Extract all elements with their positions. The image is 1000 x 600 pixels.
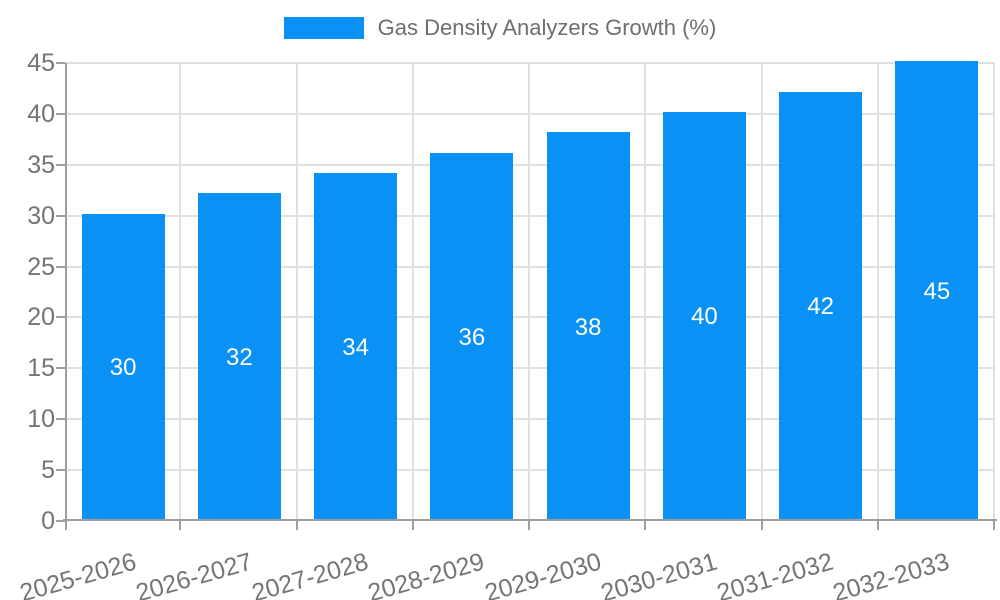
y-tick-label: 15 (27, 354, 55, 383)
y-gridline (65, 214, 995, 217)
y-tick-label: 10 (27, 405, 55, 434)
y-axis-tick (56, 316, 65, 319)
x-axis-line (63, 519, 997, 521)
bar-value-label: 36 (458, 323, 486, 351)
x-tick-label: 2027-2028 (248, 547, 372, 600)
bar-value-label: 42 (807, 293, 834, 321)
y-tick-label: 30 (27, 201, 55, 230)
x-gridline (179, 63, 182, 521)
y-axis-line (65, 63, 67, 521)
y-axis-tick (56, 112, 65, 115)
y-gridline (65, 112, 995, 115)
x-gridline (876, 63, 879, 521)
x-tick-label: 2031-2032 (713, 547, 837, 600)
x-tick-label: 2026-2027 (132, 547, 256, 600)
y-gridline (65, 163, 995, 166)
y-tick-label: 20 (27, 303, 55, 332)
x-axis-tick (644, 521, 647, 530)
bar-value-label: 40 (691, 303, 718, 331)
x-axis-tick (528, 521, 530, 530)
y-tick-label: 25 (27, 252, 55, 281)
y-axis-tick (56, 418, 65, 421)
x-axis-tick (295, 521, 298, 530)
y-axis-tick (56, 163, 65, 166)
bar (314, 172, 398, 519)
y-gridline (65, 316, 995, 319)
bar-value-label: 34 (342, 333, 369, 361)
y-gridline (65, 62, 995, 64)
y-gridline (65, 265, 995, 268)
bar (662, 111, 746, 519)
x-gridline (295, 63, 298, 521)
bar-value-label: 38 (574, 313, 602, 341)
y-axis-tick (56, 367, 65, 370)
y-axis-tick (56, 469, 65, 472)
y-tick-label: 45 (27, 49, 55, 77)
legend-label: Gas Density Analyzers Growth (%) (377, 15, 717, 40)
plot-area: 30 32 34 36 38 40 42 45 (56, 61, 997, 530)
y-gridline (65, 469, 995, 472)
y-axis-tick (56, 265, 65, 268)
y-tick-label: 5 (41, 456, 55, 485)
x-tick-label: 2025-2026 (16, 547, 139, 600)
bar-value-label: 45 (923, 278, 951, 305)
bar (197, 193, 281, 519)
bar-value-label: 30 (109, 354, 137, 382)
bar (430, 152, 514, 519)
y-gridline (65, 418, 995, 421)
x-tick-label: 2028-2029 (365, 547, 488, 600)
y-tick-label: 0 (41, 507, 55, 535)
bar-value-label: 32 (226, 344, 253, 372)
y-tick-label: 40 (27, 99, 55, 128)
x-tick-label: 2029-2030 (481, 547, 604, 600)
x-gridline (993, 63, 995, 521)
x-axis-tick (179, 521, 182, 530)
legend-swatch (283, 17, 364, 39)
chart-legend-item[interactable]: Gas Density Analyzers Growth (%) (0, 14, 1000, 42)
bar (546, 132, 630, 519)
y-gridline (65, 367, 995, 370)
x-tick-label: 2032-2033 (830, 547, 953, 600)
bar (895, 61, 979, 519)
y-axis-tick (56, 62, 65, 64)
x-axis-tick (993, 521, 995, 530)
x-axis-tick (760, 521, 763, 530)
x-gridline (411, 63, 414, 521)
y-axis-tick (56, 520, 65, 522)
x-gridline (760, 63, 763, 521)
bar (779, 91, 863, 519)
x-gridline (528, 63, 530, 521)
y-axis-tick (56, 214, 65, 217)
x-gridline (644, 63, 647, 521)
x-axis-tick (876, 521, 879, 530)
bar (81, 213, 165, 519)
y-tick-label: 35 (27, 150, 55, 179)
x-axis-tick (65, 521, 67, 530)
x-tick-label: 2030-2031 (597, 547, 721, 600)
x-axis-tick (411, 521, 414, 530)
